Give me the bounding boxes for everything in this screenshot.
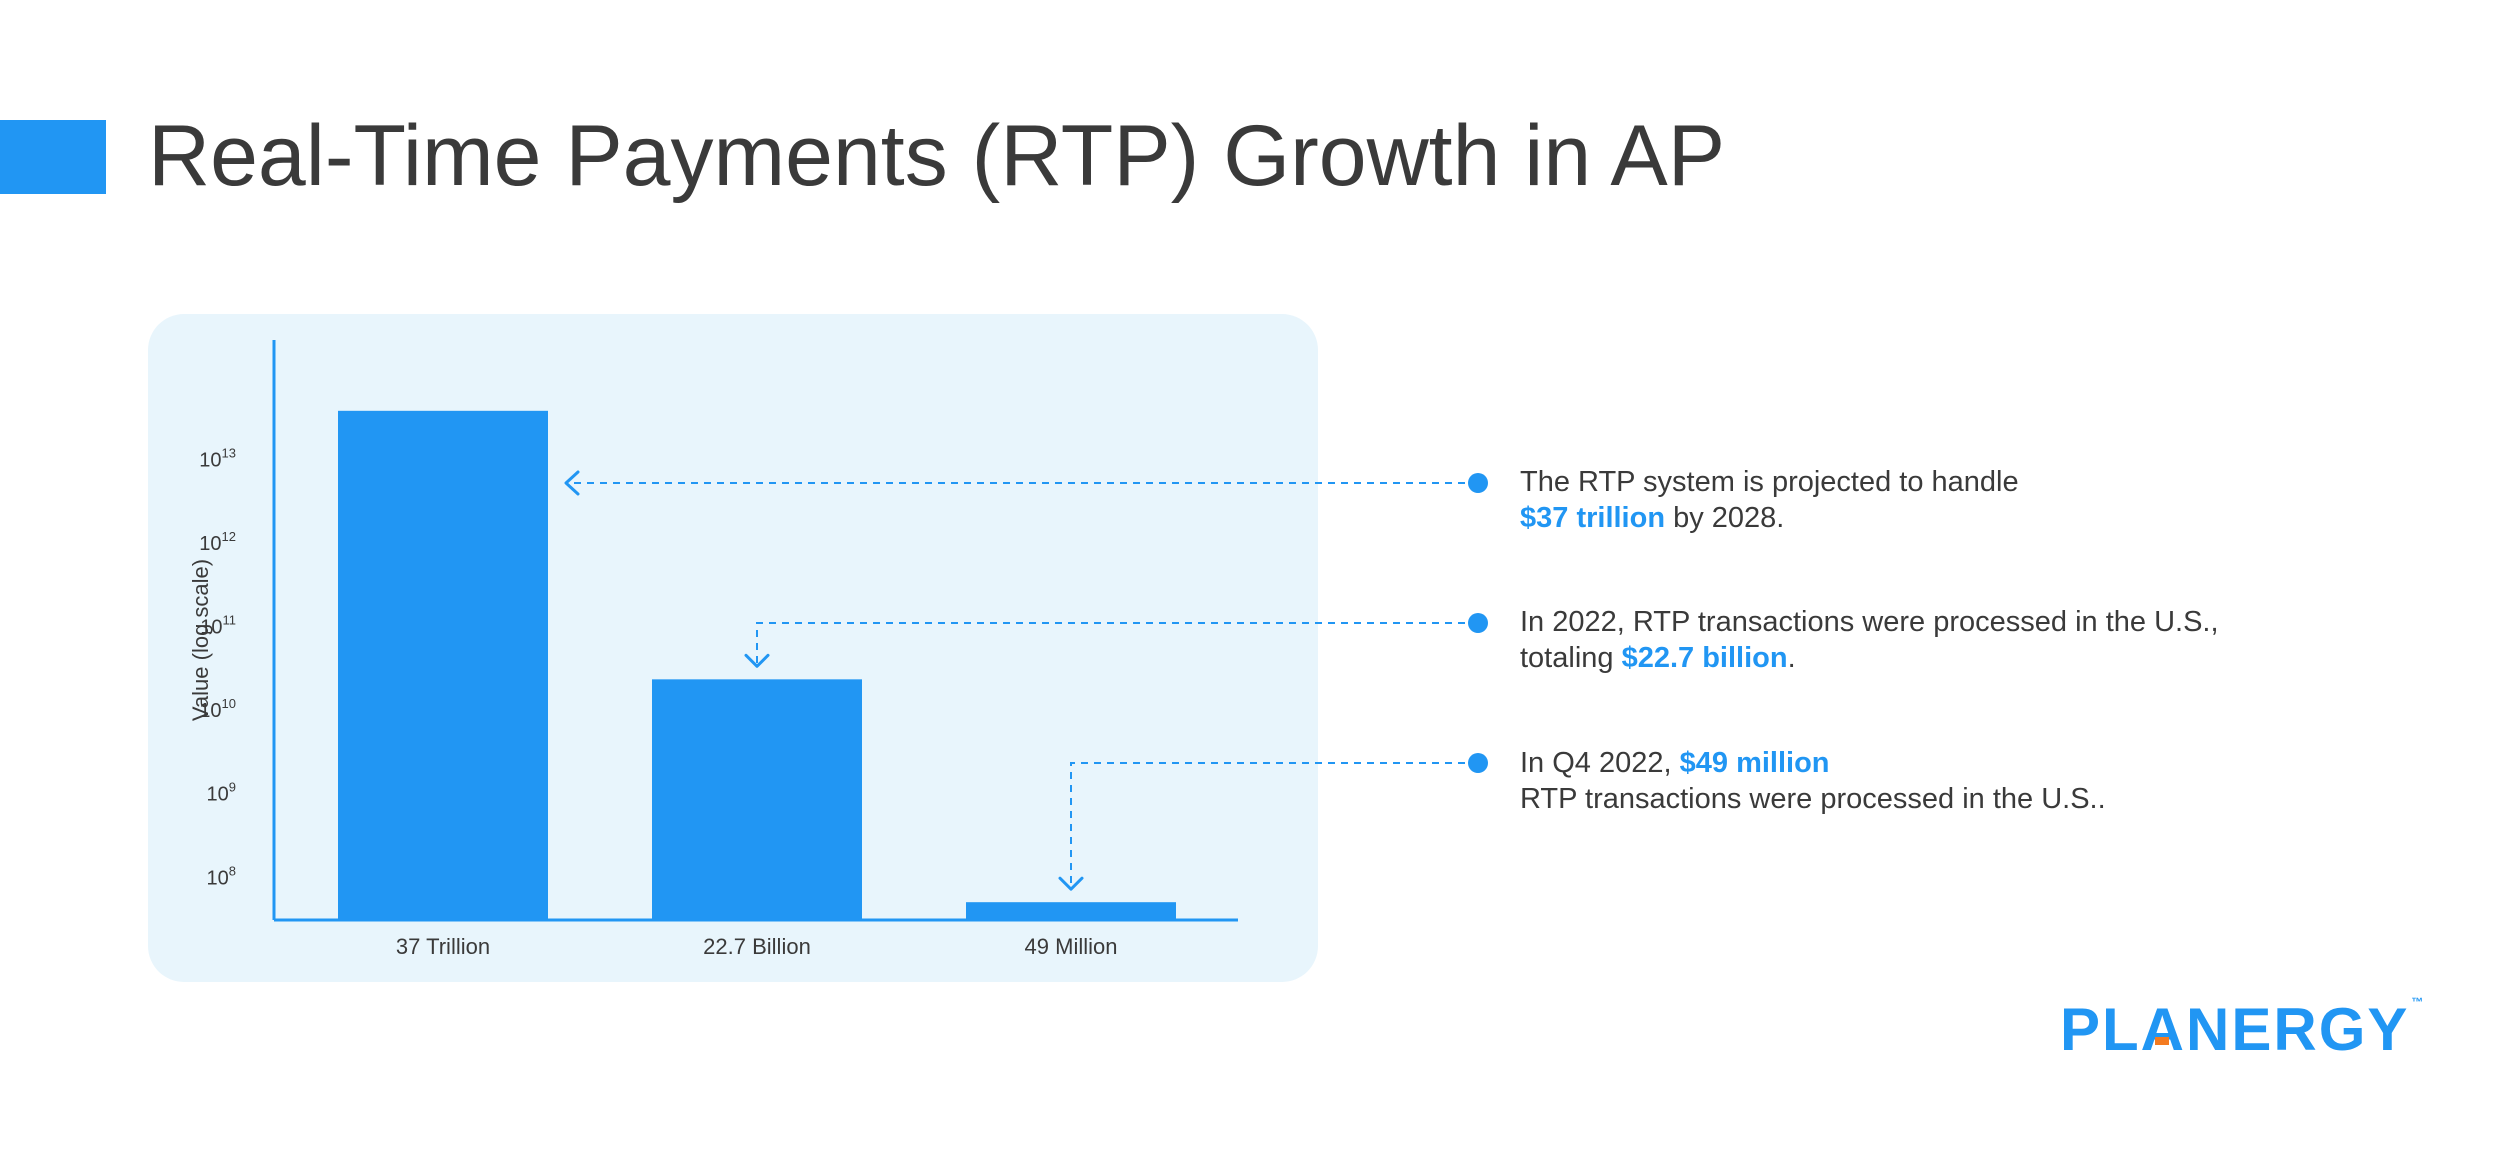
callout-37-trillion: The RTP system is projected to handle $3… bbox=[1520, 464, 2019, 536]
callout-text: by 2028. bbox=[1665, 502, 1785, 534]
callout-text: . bbox=[1787, 642, 1796, 674]
callout-line: RTP transactions were processed in the U… bbox=[1520, 781, 2106, 817]
logo-text: PL bbox=[2060, 996, 2141, 1063]
x-tick-label: 22.7 Billion bbox=[703, 934, 811, 959]
callout-line: $37 trillion by 2028. bbox=[1520, 500, 2019, 536]
callout-49-million: In Q4 2022, $49 million RTP transactions… bbox=[1520, 745, 2106, 817]
callout-text: totaling bbox=[1520, 642, 1622, 674]
bar-3 bbox=[966, 902, 1176, 920]
logo-text: NERGY bbox=[2186, 996, 2410, 1063]
logo-text-a: A bbox=[2140, 996, 2187, 1063]
x-tick-label: 37 Trillion bbox=[396, 934, 490, 959]
callout-dot bbox=[1468, 753, 1488, 773]
callout-dot bbox=[1468, 473, 1488, 493]
title-accent-bar bbox=[0, 120, 106, 194]
page-title: Real-Time Payments (RTP) Growth in AP bbox=[148, 108, 1726, 204]
callout-highlight: $37 trillion bbox=[1520, 502, 1666, 534]
bar-1 bbox=[338, 410, 548, 920]
y-axis-label: Value (log scale) bbox=[188, 559, 213, 721]
y-tick-label: 108 bbox=[207, 863, 236, 889]
callout-22-billion: In 2022, RTP transactions were processed… bbox=[1520, 604, 2219, 676]
callout-text: In Q4 2022, bbox=[1520, 747, 1680, 779]
callout-text: The RTP system is projected to handle bbox=[1520, 466, 2019, 498]
callout-line: In Q4 2022, $49 million bbox=[1520, 745, 2106, 781]
y-tick-label: 1011 bbox=[200, 613, 236, 639]
chart-panel: 108 109 1010 1011 1012 1013 Value (log scale) 3… bbox=[148, 314, 1318, 982]
bar-chart: 108 109 1010 1011 1012 1013 Value (log scale) 3… bbox=[188, 340, 1238, 959]
callout-highlight: $49 million bbox=[1679, 747, 1830, 779]
callout-line: totaling $22.7 billion. bbox=[1520, 640, 2219, 676]
bar-2 bbox=[652, 679, 862, 920]
x-tick-label: 49 Million bbox=[1025, 934, 1118, 959]
callout-text: RTP transactions were processed in the U… bbox=[1520, 783, 2106, 815]
y-tick-label: 109 bbox=[207, 780, 236, 806]
callout-line: In 2022, RTP transactions were processed… bbox=[1520, 604, 2219, 640]
y-tick-label: 1013 bbox=[199, 445, 236, 471]
y-tick-label: 1012 bbox=[199, 529, 236, 555]
logo-trademark: ™ bbox=[2411, 995, 2426, 1009]
y-tick-label: 1010 bbox=[199, 696, 236, 722]
callout-highlight: $22.7 billion bbox=[1621, 642, 1788, 674]
callout-line: The RTP system is projected to handle bbox=[1520, 464, 2019, 500]
planergy-logo: PLANERGY ™ bbox=[2060, 995, 2425, 1064]
callout-dot bbox=[1468, 613, 1488, 633]
callout-text: In 2022, RTP transactions were processed… bbox=[1520, 606, 2219, 638]
